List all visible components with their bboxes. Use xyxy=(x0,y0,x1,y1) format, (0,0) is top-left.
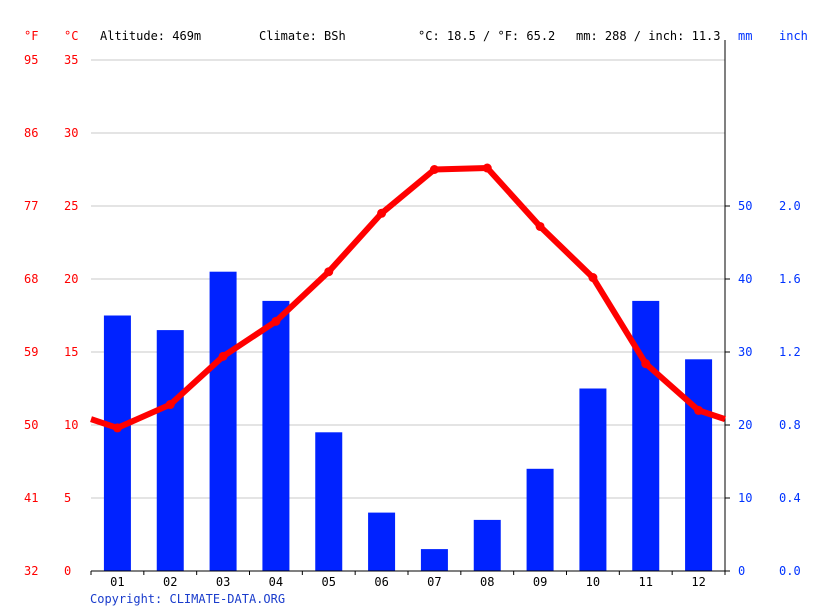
precipitation-bar xyxy=(685,359,713,571)
fahrenheit-unit-label: °F xyxy=(24,29,39,43)
temperature-point xyxy=(112,423,122,433)
precipitation-bar xyxy=(368,512,396,571)
inch-tick-label: 0.4 xyxy=(779,491,801,505)
temperature-point xyxy=(324,267,334,277)
month-label: 09 xyxy=(532,575,548,589)
copyright-link[interactable]: Copyright: CLIMATE-DATA.ORG xyxy=(90,592,286,606)
fahrenheit-tick-label: 77 xyxy=(24,199,39,213)
fahrenheit-tick-label: 95 xyxy=(24,53,39,67)
mm-tick-label: 10 xyxy=(738,491,753,505)
precipitation-bar xyxy=(156,330,184,571)
temperature-line xyxy=(90,165,726,431)
month-label: 06 xyxy=(374,575,389,589)
precipitation-bar xyxy=(103,315,131,571)
month-label: 05 xyxy=(321,575,336,589)
mm-tick-label: 30 xyxy=(738,345,753,359)
mm-unit-label: mm xyxy=(738,29,753,43)
mm-tick-label: 50 xyxy=(738,199,753,213)
precipitation-bar xyxy=(420,549,448,571)
month-label: 04 xyxy=(268,575,284,589)
fahrenheit-tick-label: 41 xyxy=(24,491,39,505)
celsius-tick-label: 15 xyxy=(64,345,79,359)
fahrenheit-tick-label: 59 xyxy=(24,345,39,359)
precipitation-bar xyxy=(262,300,290,571)
mm-tick-label: 40 xyxy=(738,272,753,286)
precipitation-bar xyxy=(579,388,607,571)
climate-label: Climate: BSh xyxy=(259,29,346,43)
inch-tick-label: 1.6 xyxy=(779,272,801,286)
month-label: 02 xyxy=(163,575,178,589)
month-label: 01 xyxy=(110,575,125,589)
temperature-point xyxy=(535,221,545,231)
fahrenheit-tick-label: 50 xyxy=(24,418,39,432)
mm-tick-label: 0 xyxy=(738,564,746,578)
celsius-tick-label: 0 xyxy=(64,564,72,578)
temperature-point xyxy=(377,208,387,218)
altitude-label: Altitude: 469m xyxy=(100,29,202,43)
precipitation-bar xyxy=(526,468,554,571)
temperature-point xyxy=(482,163,492,173)
month-label: 10 xyxy=(585,575,601,589)
celsius-tick-label: 5 xyxy=(64,491,72,505)
temperature-point xyxy=(429,165,439,174)
fahrenheit-tick-label: 32 xyxy=(24,564,39,578)
mm-tick-label: 20 xyxy=(738,418,753,432)
total-precipitation-label: mm: 288 / inch: 11.3 xyxy=(576,29,721,43)
celsius-tick-label: 20 xyxy=(64,272,79,286)
precipitation-bar xyxy=(315,432,343,571)
month-label: 03 xyxy=(215,575,231,589)
temperature-point xyxy=(218,351,228,361)
inch-tick-label: 0.0 xyxy=(779,564,801,578)
precipitation-bar xyxy=(209,271,237,571)
temperature-point xyxy=(641,359,651,369)
month-label: 12 xyxy=(691,575,706,589)
average-temperature-label: °C: 18.5 / °F: 65.2 xyxy=(418,29,556,43)
inch-unit-label: inch xyxy=(779,29,808,43)
celsius-tick-label: 10 xyxy=(64,418,79,432)
month-label: 08 xyxy=(480,575,495,589)
celsius-tick-label: 35 xyxy=(64,53,79,67)
celsius-tick-label: 25 xyxy=(64,199,79,213)
celsius-tick-label: 30 xyxy=(64,126,79,140)
temperature-point xyxy=(165,400,175,410)
fahrenheit-tick-label: 68 xyxy=(24,272,39,286)
inch-tick-label: 2.0 xyxy=(779,199,801,213)
inch-tick-label: 0.8 xyxy=(779,418,801,432)
month-label: 11 xyxy=(638,575,653,589)
celsius-unit-label: °C xyxy=(64,29,79,43)
precipitation-bar xyxy=(473,519,501,571)
temperature-point xyxy=(588,273,598,283)
month-label: 07 xyxy=(427,575,442,589)
inch-tick-label: 1.2 xyxy=(779,345,801,359)
temperature-point xyxy=(694,405,704,415)
fahrenheit-tick-label: 86 xyxy=(24,126,39,140)
temperature-point xyxy=(271,316,281,326)
precipitation-bar xyxy=(632,300,660,571)
